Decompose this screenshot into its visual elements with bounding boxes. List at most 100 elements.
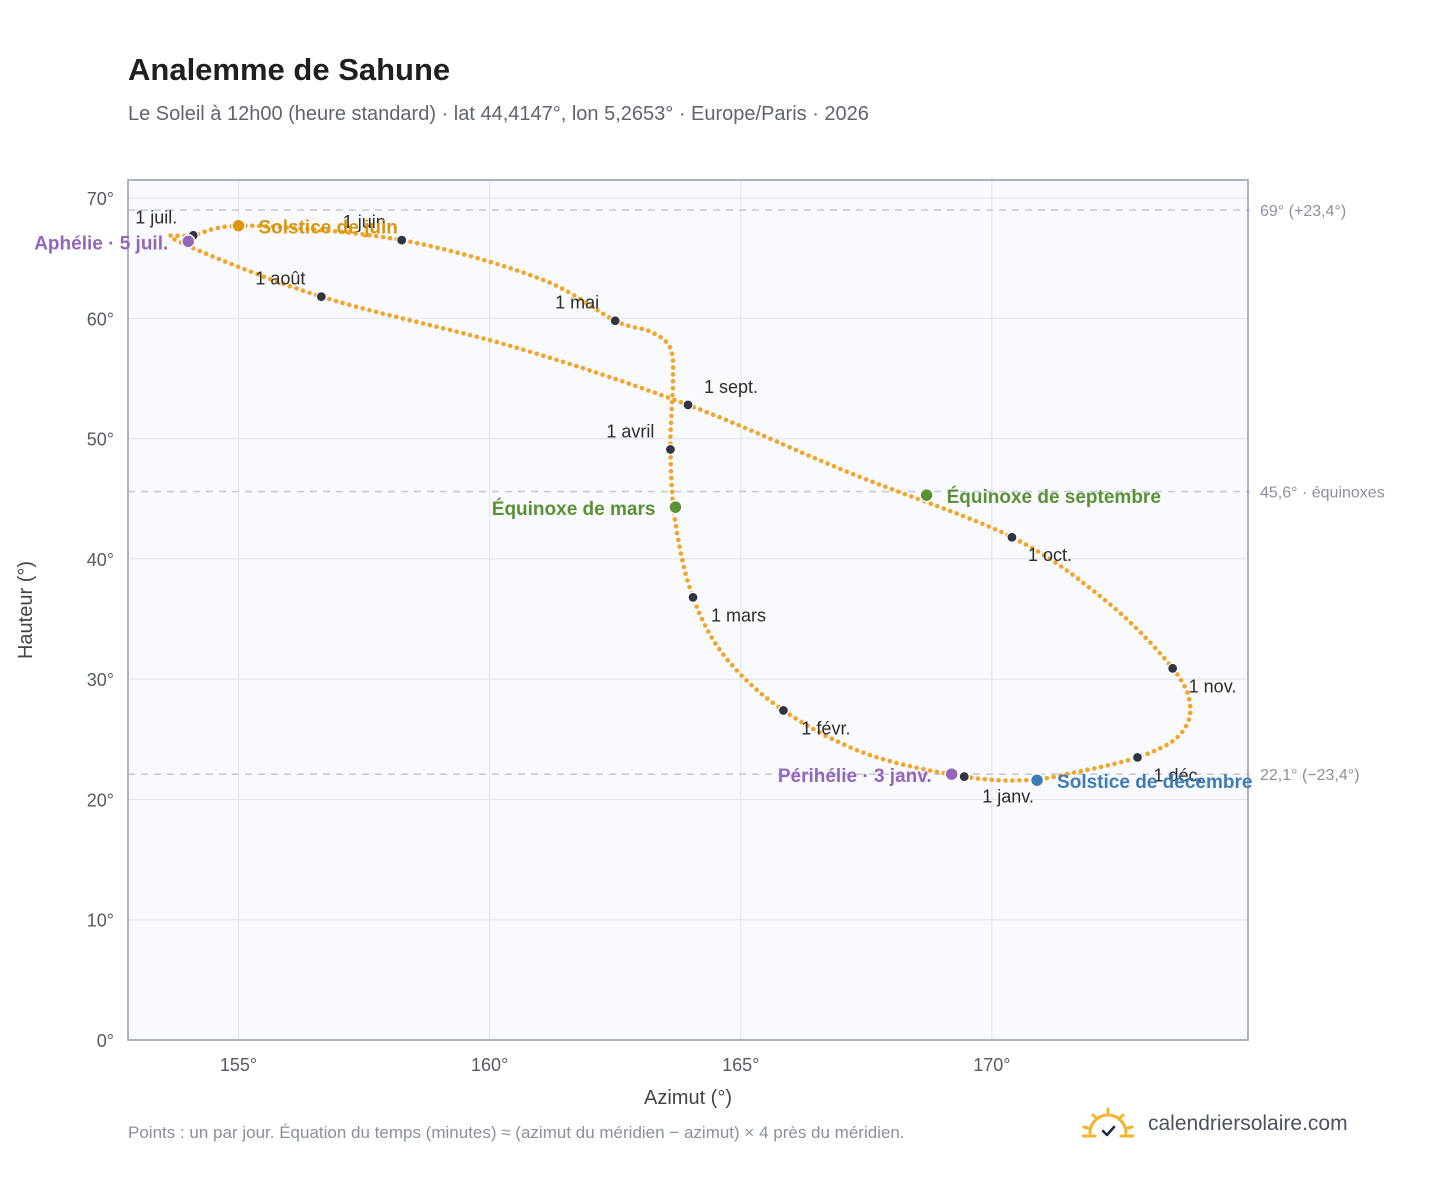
brand-name: calendriersolaire.com [1148, 1112, 1348, 1135]
daily-sun-point [1102, 598, 1108, 603]
daily-sun-point [980, 521, 985, 527]
daily-sun-point [793, 716, 798, 721]
event-marker [919, 487, 934, 503]
daily-sun-point [1164, 742, 1169, 748]
daily-sun-point [595, 308, 600, 313]
daily-sun-point [670, 365, 676, 370]
daily-sun-point [1118, 611, 1124, 617]
daily-sun-point [1044, 775, 1050, 781]
daily-sun-point [668, 455, 673, 460]
daily-sun-point [687, 584, 692, 590]
daily-sun-point [780, 442, 786, 447]
daily-sun-point [698, 407, 703, 412]
daily-sun-point [374, 233, 379, 239]
daily-sun-point [261, 274, 267, 280]
daily-sun-point [668, 468, 674, 474]
daily-sun-point [819, 458, 824, 464]
daily-sun-point [467, 332, 473, 338]
daily-sun-point [646, 328, 651, 334]
daily-sun-point [488, 259, 494, 265]
daily-sun-point [281, 281, 286, 287]
daily-sun-point [787, 444, 792, 450]
daily-sun-point [721, 652, 726, 657]
daily-sun-point [620, 379, 625, 384]
daily-sun-point [387, 235, 393, 241]
daily-sun-point [975, 776, 981, 781]
daily-sun-point [817, 730, 822, 735]
daily-sun-point [669, 351, 675, 357]
daily-sun-point [927, 768, 933, 773]
daily-sun-point [222, 224, 227, 230]
daily-sun-point [717, 646, 722, 652]
daily-sun-point [954, 511, 959, 516]
daily-sun-point [749, 428, 754, 434]
brand-link[interactable]: calendriersolaire.com [1082, 1104, 1348, 1144]
daily-sun-point [1029, 545, 1035, 551]
daily-sun-point [587, 368, 592, 373]
daily-sun-point [380, 234, 386, 240]
daily-sun-point [739, 673, 744, 678]
daily-sun-point [996, 778, 1001, 783]
daily-sun-point [434, 324, 439, 330]
daily-sun-point [223, 259, 228, 264]
daily-sun-point [668, 427, 673, 433]
daily-sun-point [683, 571, 688, 576]
daily-sun-point [761, 433, 767, 439]
daily-sun-point [175, 233, 180, 238]
daily-sun-point [793, 447, 799, 453]
daily-sun-point [216, 256, 222, 262]
daily-sun-point [658, 334, 663, 340]
daily-sun-point [501, 264, 507, 269]
daily-sun-point [1187, 710, 1193, 716]
daily-sun-point [333, 298, 339, 304]
daily-sun-point [632, 325, 638, 330]
daily-sun-point [1017, 778, 1022, 783]
daily-sun-point [670, 385, 676, 391]
daily-sun-point [521, 270, 527, 276]
daily-sun-point [1162, 656, 1167, 661]
daily-sun-point [294, 286, 299, 291]
daily-sun-point [367, 232, 372, 238]
daily-sun-point [774, 439, 780, 444]
daily-sun-point [527, 349, 533, 355]
daily-sun-point [435, 245, 440, 250]
daily-sun-point [812, 455, 818, 461]
x-tick-label: 155° [220, 1055, 257, 1075]
daily-sun-point [706, 629, 711, 634]
daily-sun-point [567, 361, 572, 367]
daily-sun-point [999, 529, 1004, 535]
daily-sun-point [1175, 734, 1180, 740]
daily-sun-point [670, 358, 676, 363]
daily-sun-point [1092, 589, 1097, 594]
daily-sun-point [914, 765, 919, 770]
plot-frame [127, 179, 1249, 1041]
daily-sun-point [669, 475, 674, 481]
daily-sun-point [1138, 630, 1144, 636]
daily-sun-point [440, 326, 446, 331]
event-label: Équinoxe de mars [492, 498, 656, 520]
daily-sun-point [625, 323, 631, 329]
daily-sun-point [1152, 645, 1158, 651]
daily-sun-point [202, 229, 207, 234]
daily-sun-point [941, 506, 947, 511]
daily-sun-point [454, 329, 460, 335]
daily-sun-point [907, 763, 913, 769]
daily-sun-point [559, 286, 565, 291]
daily-sun-point [468, 253, 474, 259]
daily-sun-point [400, 316, 406, 321]
daily-sun-point [894, 760, 899, 766]
daily-sun-point [867, 752, 873, 758]
y-tick-label: 10° [87, 911, 114, 931]
daily-sun-point [380, 311, 386, 316]
month-marker-label: 1 oct. [1028, 545, 1072, 565]
daily-sun-point [601, 311, 606, 317]
daily-sun-point [168, 233, 173, 238]
daily-sun-point [838, 466, 843, 472]
x-tick-label: 170° [973, 1055, 1010, 1075]
daily-sun-point [992, 527, 998, 532]
daily-sun-point [263, 224, 269, 229]
daily-sun-point [659, 392, 664, 398]
daily-sun-point [619, 321, 624, 326]
daily-sun-point [667, 344, 673, 350]
daily-sun-point [1035, 549, 1041, 554]
